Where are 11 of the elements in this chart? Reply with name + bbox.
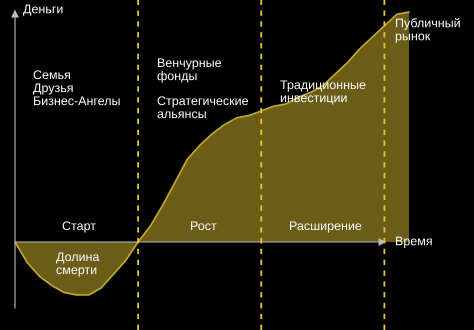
x-axis-title: Время	[396, 236, 432, 248]
annotation: Традиционные инвестиции	[280, 80, 366, 105]
annotation: Старт	[62, 221, 96, 233]
annotation: Семья Друзья Бизнес-Ангелы	[33, 70, 120, 106]
annotation: Венчурные фонды	[158, 58, 222, 83]
y-axis-title: Деньги	[23, 4, 63, 16]
annotation: Публичный рынок	[396, 18, 460, 43]
annotation: Долина смерти	[56, 252, 100, 277]
annotation: Стратегические альянсы	[158, 96, 248, 118]
annotation: Расширение	[290, 221, 362, 233]
annotation: Рост	[191, 221, 217, 230]
